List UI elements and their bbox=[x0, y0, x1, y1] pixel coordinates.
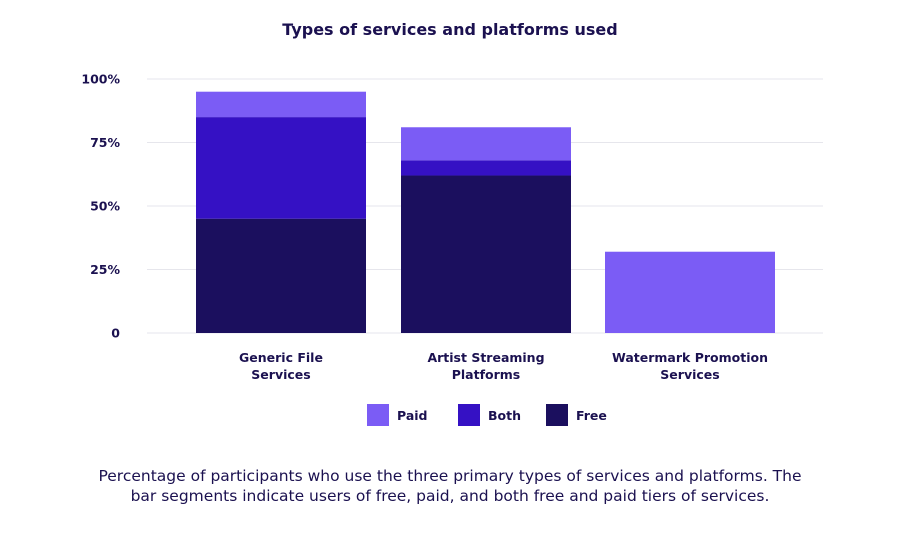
y-axis-ticks: 0 25% 50% 75% 100% bbox=[81, 72, 120, 341]
bar-segment-paid bbox=[605, 251, 775, 333]
legend-label: Paid bbox=[397, 408, 428, 423]
figure-caption: Percentage of participants who use the t… bbox=[98, 467, 802, 505]
legend: Paid Both Free bbox=[367, 404, 607, 426]
category-label: Artist Streaming Platforms bbox=[427, 350, 544, 382]
bar-segment-both bbox=[401, 160, 571, 176]
bar-segment-paid bbox=[196, 91, 366, 118]
category-label: Generic File Services bbox=[239, 350, 323, 382]
legend-label: Both bbox=[488, 408, 521, 423]
y-tick-label: 75% bbox=[90, 135, 120, 150]
bar-segment-free bbox=[401, 175, 571, 333]
bar-segment-both bbox=[196, 117, 366, 219]
bar-chart: 0 25% 50% 75% 100% Generic File Services Artis… bbox=[81, 72, 823, 426]
y-tick-label: 100% bbox=[81, 72, 120, 87]
category-label: Watermark Promotion Services bbox=[612, 350, 768, 382]
chart-title: Types of services and platforms used bbox=[282, 20, 618, 39]
legend-swatch-paid bbox=[367, 404, 389, 426]
legend-swatch-free bbox=[546, 404, 568, 426]
bars bbox=[196, 91, 775, 333]
x-axis-categories: Generic File Services Artist Streaming Plat… bbox=[239, 350, 768, 382]
legend-label: Free bbox=[576, 408, 607, 423]
legend-swatch-both bbox=[458, 404, 480, 426]
y-tick-label: 50% bbox=[90, 199, 120, 214]
bar-segment-free bbox=[196, 218, 366, 333]
bar-segment-paid bbox=[401, 127, 571, 161]
y-tick-label: 0 bbox=[111, 326, 120, 341]
y-tick-label: 25% bbox=[90, 262, 120, 277]
